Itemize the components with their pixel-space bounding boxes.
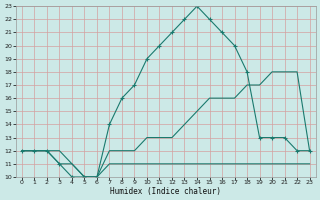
X-axis label: Humidex (Indice chaleur): Humidex (Indice chaleur) (110, 187, 221, 196)
